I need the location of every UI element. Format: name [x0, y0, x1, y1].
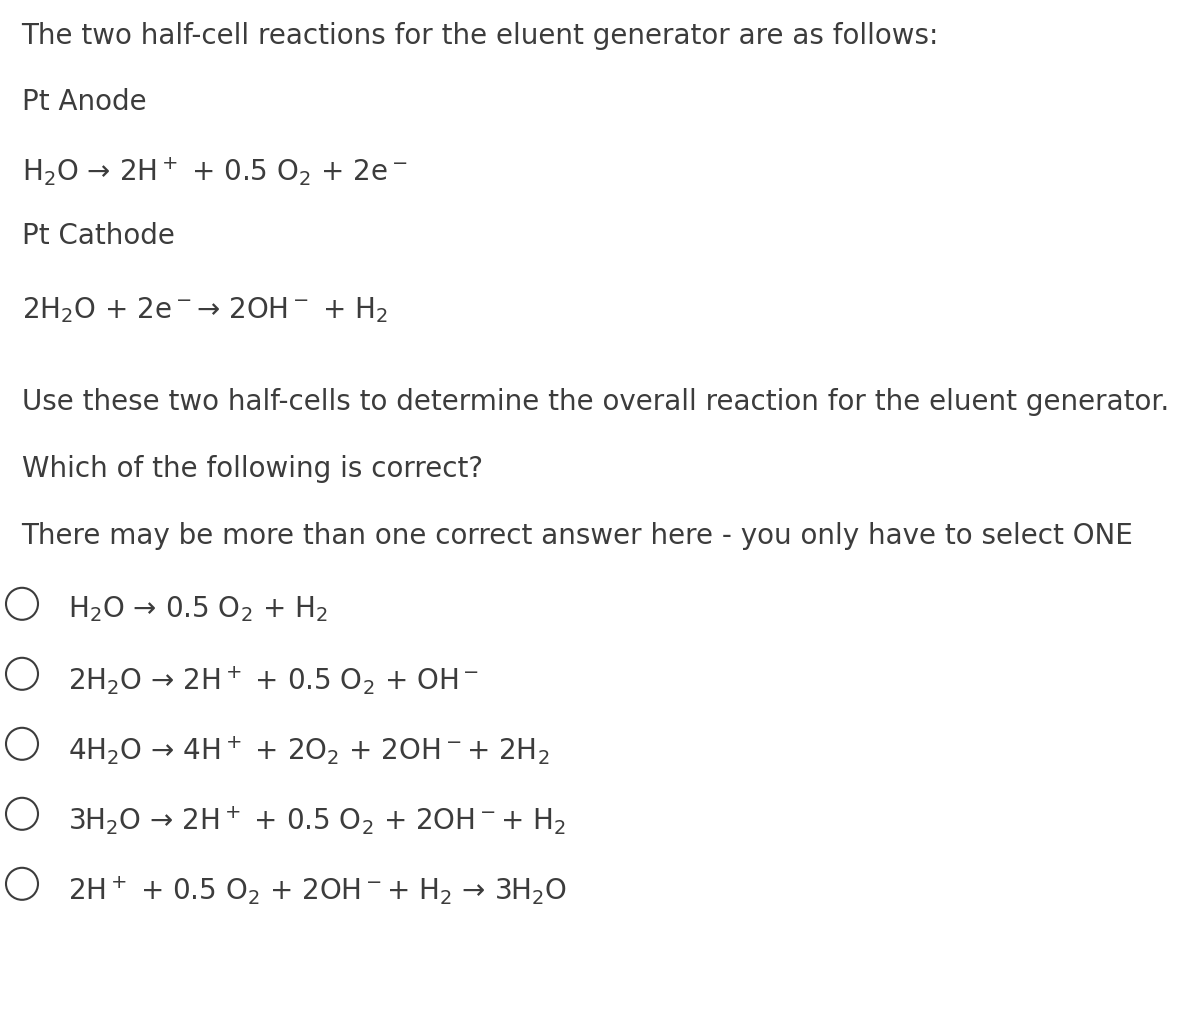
Text: Use these two half-cells to determine the overall reaction for the eluent genera: Use these two half-cells to determine th…: [22, 388, 1169, 416]
Text: 2H$_2$O → 2H$^+$ + 0.5 O$_2$ + OH$^-$: 2H$_2$O → 2H$^+$ + 0.5 O$_2$ + OH$^-$: [68, 664, 479, 697]
Text: 2H$^+$ + 0.5 O$_2$ + 2OH$^-$+ H$_2$ → 3H$_2$O: 2H$^+$ + 0.5 O$_2$ + 2OH$^-$+ H$_2$ → 3H…: [68, 874, 568, 906]
Text: 4H$_2$O → 4H$^+$ + 2O$_2$ + 2OH$^-$+ 2H$_2$: 4H$_2$O → 4H$^+$ + 2O$_2$ + 2OH$^-$+ 2H$…: [68, 734, 550, 767]
Text: H$_2$O → 0.5 O$_2$ + H$_2$: H$_2$O → 0.5 O$_2$ + H$_2$: [68, 594, 328, 624]
Text: There may be more than one correct answer here - you only have to select ONE: There may be more than one correct answe…: [22, 522, 1134, 550]
Text: 3H$_2$O → 2H$^+$ + 0.5 O$_2$ + 2OH$^-$+ H$_2$: 3H$_2$O → 2H$^+$ + 0.5 O$_2$ + 2OH$^-$+ …: [68, 804, 566, 836]
Text: H$_2$O → 2H$^+$ + 0.5 O$_2$ + 2e$^-$: H$_2$O → 2H$^+$ + 0.5 O$_2$ + 2e$^-$: [22, 155, 407, 188]
Text: 2H$_2$O + 2e$^-$→ 2OH$^-$ + H$_2$: 2H$_2$O + 2e$^-$→ 2OH$^-$ + H$_2$: [22, 295, 388, 325]
Text: Pt Cathode: Pt Cathode: [22, 223, 174, 250]
Text: Pt Anode: Pt Anode: [22, 88, 146, 116]
Text: The two half-cell reactions for the eluent generator are as follows:: The two half-cell reactions for the elue…: [22, 22, 938, 50]
Text: Which of the following is correct?: Which of the following is correct?: [22, 455, 482, 483]
